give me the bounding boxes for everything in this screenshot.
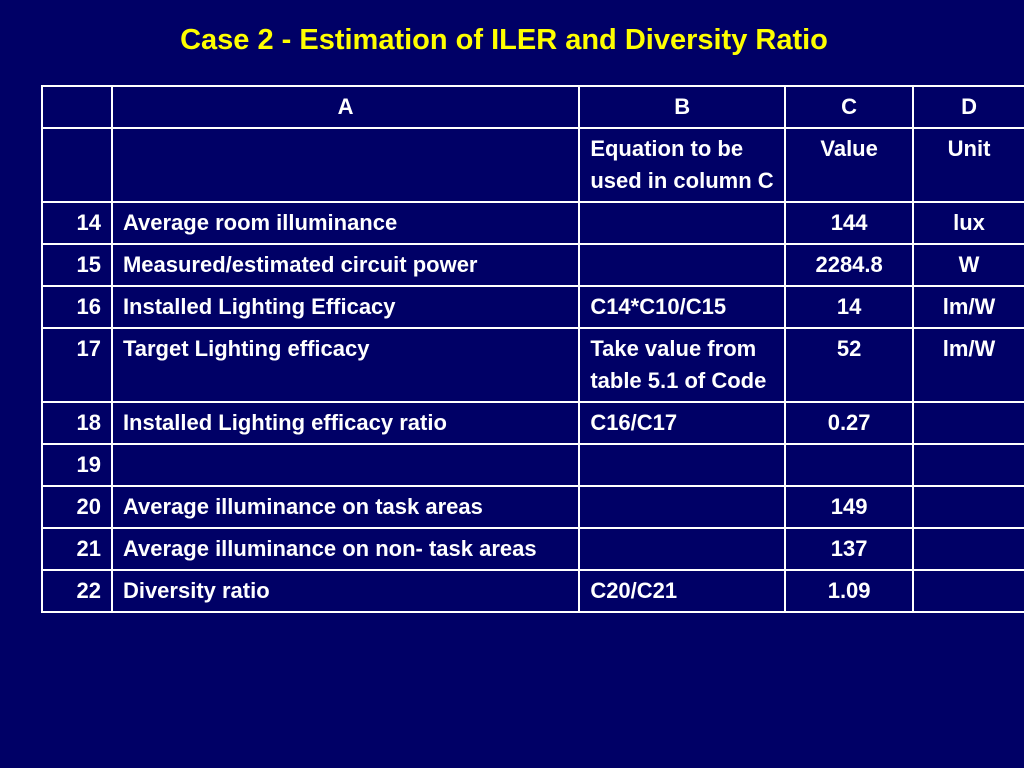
table-row: 19 bbox=[41, 443, 1024, 487]
row-label-cell bbox=[110, 443, 581, 487]
row-unit-cell: lm/W bbox=[912, 327, 1024, 403]
row-value-cell bbox=[784, 443, 915, 487]
slide-title: Case 2 - Estimation of ILER and Diversit… bbox=[180, 24, 828, 56]
header-cell-a: A bbox=[110, 85, 581, 129]
row-equation-cell: C20/C21 bbox=[578, 569, 787, 613]
row-value-cell: 149 bbox=[784, 485, 915, 529]
table-row: 17 Target Lighting efficacy Take value fro… bbox=[41, 327, 1024, 403]
desc-cell-a bbox=[110, 127, 581, 203]
row-value-cell: 144 bbox=[784, 201, 915, 245]
row-unit-cell: lm/W bbox=[912, 285, 1024, 329]
row-number-cell: 17 bbox=[41, 327, 113, 403]
table-row: 18 Installed Lighting efficacy ratio C16/C… bbox=[41, 401, 1024, 445]
row-number-cell: 21 bbox=[41, 527, 113, 571]
row-equation-cell: Take value from table 5.1 of Code bbox=[578, 327, 787, 403]
row-equation-cell bbox=[578, 485, 787, 529]
table-row: 20 Average illuminance on task areas 149 bbox=[41, 485, 1024, 529]
row-equation-cell bbox=[578, 201, 787, 245]
row-value-cell: 137 bbox=[784, 527, 915, 571]
row-number-cell: 18 bbox=[41, 401, 113, 445]
row-equation-cell: C16/C17 bbox=[578, 401, 787, 445]
row-number-cell: 15 bbox=[41, 243, 113, 287]
desc-cell-c: Value bbox=[784, 127, 915, 203]
row-number-cell: 19 bbox=[41, 443, 113, 487]
row-value-cell: 52 bbox=[784, 327, 915, 403]
row-label-cell: Target Lighting efficacy bbox=[110, 327, 581, 403]
row-unit-cell bbox=[912, 485, 1024, 529]
header-cell-d: D bbox=[912, 85, 1024, 129]
desc-cell-b: Equation to be used in column C bbox=[578, 127, 787, 203]
column-letter-row: A B C D bbox=[41, 85, 1024, 129]
row-unit-cell: lux bbox=[912, 201, 1024, 245]
row-value-cell: 0.27 bbox=[784, 401, 915, 445]
table-row: 16 Installed Lighting Efficacy C14*C10/C15… bbox=[41, 285, 1024, 329]
desc-cell-d: Unit bbox=[912, 127, 1024, 203]
row-label-cell: Installed Lighting Efficacy bbox=[110, 285, 581, 329]
row-number-cell: 22 bbox=[41, 569, 113, 613]
table-row: 22 Diversity ratio C20/C21 1.09 bbox=[41, 569, 1024, 613]
iler-table: A B C D Equation to be used in column C … bbox=[41, 85, 1024, 613]
row-value-cell: 14 bbox=[784, 285, 915, 329]
row-equation-cell bbox=[578, 527, 787, 571]
row-equation-cell: C14*C10/C15 bbox=[578, 285, 787, 329]
row-number-cell: 20 bbox=[41, 485, 113, 529]
row-equation-cell bbox=[578, 443, 787, 487]
row-value-cell: 1.09 bbox=[784, 569, 915, 613]
row-label-cell: Installed Lighting efficacy ratio bbox=[110, 401, 581, 445]
row-number-cell: 14 bbox=[41, 201, 113, 245]
row-equation-cell bbox=[578, 243, 787, 287]
row-value-cell: 2284.8 bbox=[784, 243, 915, 287]
row-label-cell: Average illuminance on task areas bbox=[110, 485, 581, 529]
row-label-cell: Diversity ratio bbox=[110, 569, 581, 613]
desc-cell-num bbox=[41, 127, 113, 203]
table-row: 14 Average room illuminance 144 lux bbox=[41, 201, 1024, 245]
header-cell-c: C bbox=[784, 85, 915, 129]
column-description-row: Equation to be used in column C Value Un… bbox=[41, 127, 1024, 203]
row-label-cell: Measured/estimated circuit power bbox=[110, 243, 581, 287]
row-label-cell: Average room illuminance bbox=[110, 201, 581, 245]
table-row: 21 Average illuminance on non- task areas… bbox=[41, 527, 1024, 571]
row-label-cell: Average illuminance on non- task areas bbox=[110, 527, 581, 571]
header-cell-num bbox=[41, 85, 113, 129]
row-number-cell: 16 bbox=[41, 285, 113, 329]
row-unit-cell bbox=[912, 569, 1024, 613]
row-unit-cell bbox=[912, 401, 1024, 445]
header-cell-b: B bbox=[578, 85, 787, 129]
row-unit-cell bbox=[912, 527, 1024, 571]
table-row: 15 Measured/estimated circuit power 2284.8… bbox=[41, 243, 1024, 287]
row-unit-cell: W bbox=[912, 243, 1024, 287]
row-unit-cell bbox=[912, 443, 1024, 487]
